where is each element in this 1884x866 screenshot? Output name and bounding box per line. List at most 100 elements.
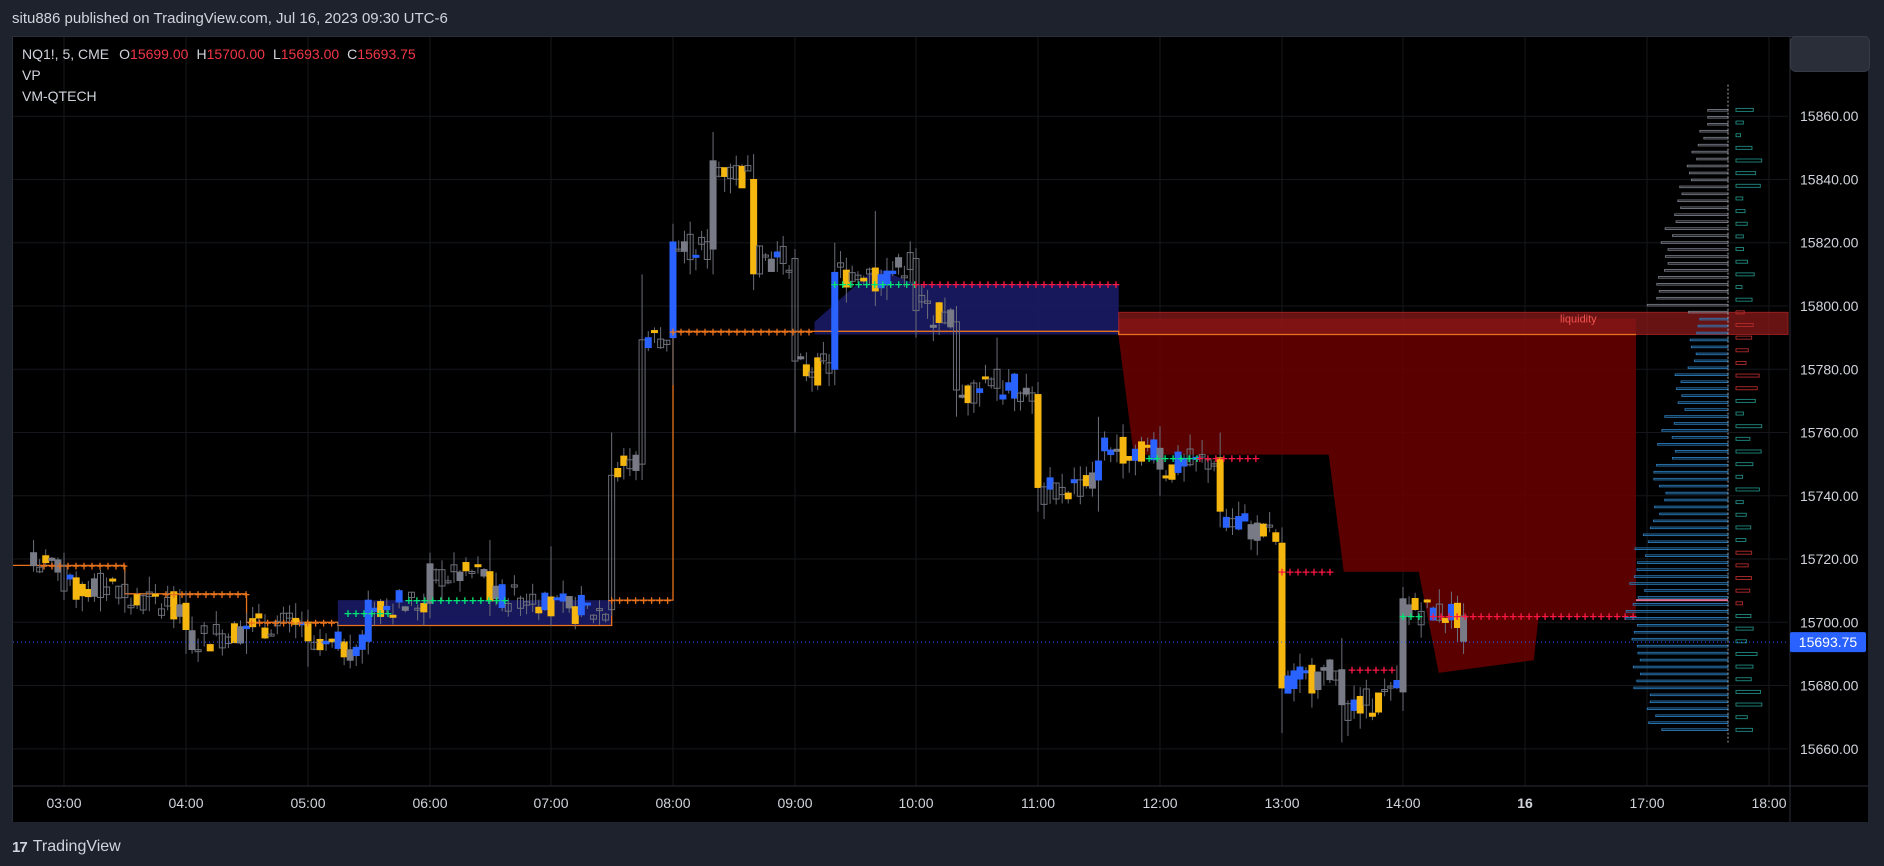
- candle-body[interactable]: [1290, 670, 1298, 689]
- candle-body[interactable]: [1144, 444, 1152, 448]
- candle-body[interactable]: [158, 608, 166, 616]
- candle-body[interactable]: [1453, 602, 1461, 629]
- candle-body[interactable]: [1441, 617, 1449, 623]
- candle-body[interactable]: [854, 274, 862, 281]
- candle-body[interactable]: [744, 165, 752, 172]
- candle-body[interactable]: [999, 394, 1007, 400]
- candle-body[interactable]: [698, 236, 706, 245]
- candle-body[interactable]: [84, 589, 92, 598]
- candle-body[interactable]: [895, 257, 903, 268]
- time-axis[interactable]: [13, 786, 1868, 822]
- candle-body[interactable]: [474, 564, 482, 568]
- candle-body[interactable]: [188, 630, 196, 650]
- candle-body[interactable]: [1320, 667, 1328, 671]
- candle-body[interactable]: [66, 574, 74, 580]
- candle-body[interactable]: [958, 394, 966, 398]
- candle-body[interactable]: [947, 309, 955, 328]
- candle-body[interactable]: [109, 578, 117, 582]
- candle-body[interactable]: [1259, 523, 1267, 537]
- candle-body[interactable]: [1022, 387, 1030, 395]
- candle-body[interactable]: [1040, 486, 1048, 505]
- candle-body[interactable]: [589, 614, 597, 620]
- candle-body[interactable]: [1016, 392, 1024, 402]
- candle-body[interactable]: [831, 271, 839, 370]
- candle-body[interactable]: [1186, 448, 1194, 466]
- candle-body[interactable]: [1070, 479, 1078, 484]
- candle-body[interactable]: [686, 233, 694, 261]
- candle-body[interactable]: [680, 241, 688, 252]
- candle-body[interactable]: [1046, 477, 1054, 490]
- candle-body[interactable]: [669, 241, 677, 339]
- candle-body[interactable]: [756, 245, 764, 275]
- candle-body[interactable]: [773, 251, 781, 258]
- candle-body[interactable]: [900, 275, 908, 279]
- candle-body[interactable]: [883, 270, 891, 286]
- candle-body[interactable]: [182, 602, 190, 631]
- candle-body[interactable]: [133, 594, 141, 606]
- candle-body[interactable]: [837, 262, 845, 268]
- candle-body[interactable]: [981, 376, 989, 380]
- candle-body[interactable]: [1368, 712, 1376, 717]
- candle-body[interactable]: [709, 160, 717, 250]
- candle-body[interactable]: [1435, 603, 1443, 621]
- candle-body[interactable]: [438, 569, 446, 587]
- candle-body[interactable]: [1241, 513, 1249, 522]
- candle-body[interactable]: [30, 552, 38, 567]
- candle-body[interactable]: [78, 583, 86, 597]
- candle-body[interactable]: [139, 595, 147, 611]
- candle-body[interactable]: [529, 593, 537, 605]
- candle-body[interactable]: [1222, 516, 1230, 528]
- candle-body[interactable]: [1076, 479, 1084, 497]
- candle-body[interactable]: [1399, 598, 1407, 693]
- candle-body[interactable]: [596, 608, 604, 612]
- candle-body[interactable]: [462, 562, 470, 572]
- candle-body[interactable]: [1326, 659, 1334, 681]
- candle-body[interactable]: [286, 612, 294, 619]
- candle-body[interactable]: [1235, 516, 1243, 530]
- candle-body[interactable]: [750, 178, 758, 275]
- candle-body[interactable]: [407, 591, 415, 599]
- candle-body[interactable]: [212, 623, 220, 635]
- candle-body[interactable]: [346, 649, 354, 661]
- candle-body[interactable]: [480, 569, 488, 577]
- candle-body[interactable]: [383, 605, 391, 611]
- candle-body[interactable]: [230, 623, 238, 644]
- candle-body[interactable]: [1253, 522, 1261, 541]
- candle-body[interactable]: [1411, 598, 1419, 610]
- candle-body[interactable]: [1138, 441, 1146, 462]
- candle-body[interactable]: [565, 596, 573, 609]
- candle-body[interactable]: [243, 625, 251, 630]
- indicator-vm-qtech[interactable]: VM-QTECH: [22, 88, 97, 104]
- scale-settings-button[interactable]: [1790, 36, 1870, 72]
- candle-body[interactable]: [389, 614, 397, 618]
- candle-body[interactable]: [1192, 456, 1200, 460]
- candle-body[interactable]: [36, 566, 44, 573]
- candle-body[interactable]: [364, 599, 372, 642]
- candle-body[interactable]: [608, 474, 616, 611]
- candle-body[interactable]: [819, 353, 827, 362]
- candle-body[interactable]: [292, 617, 300, 625]
- candle-body[interactable]: [340, 641, 348, 658]
- candle-body[interactable]: [1094, 460, 1102, 481]
- candle-body[interactable]: [1350, 699, 1358, 711]
- indicator-vp[interactable]: VP: [22, 67, 41, 83]
- candle-body[interactable]: [738, 165, 746, 189]
- candle-body[interactable]: [316, 638, 324, 651]
- candle-body[interactable]: [964, 385, 972, 404]
- candle-body[interactable]: [929, 324, 937, 328]
- candle-body[interactable]: [1247, 524, 1255, 540]
- price-axis[interactable]: [1790, 37, 1868, 786]
- candle-body[interactable]: [1296, 666, 1304, 680]
- candle-body[interactable]: [194, 649, 202, 653]
- candle-body[interactable]: [620, 455, 628, 466]
- candle-body[interactable]: [456, 571, 464, 582]
- candle-body[interactable]: [1338, 669, 1346, 706]
- candle-body[interactable]: [1302, 670, 1310, 674]
- candle-body[interactable]: [200, 625, 208, 634]
- candle-body[interactable]: [395, 590, 403, 603]
- candle-body[interactable]: [1266, 524, 1274, 528]
- candle-body[interactable]: [468, 570, 476, 574]
- candle-body[interactable]: [1393, 680, 1401, 689]
- symbol-label[interactable]: NQ1!, 5, CME: [22, 46, 110, 62]
- candle-body[interactable]: [90, 578, 98, 597]
